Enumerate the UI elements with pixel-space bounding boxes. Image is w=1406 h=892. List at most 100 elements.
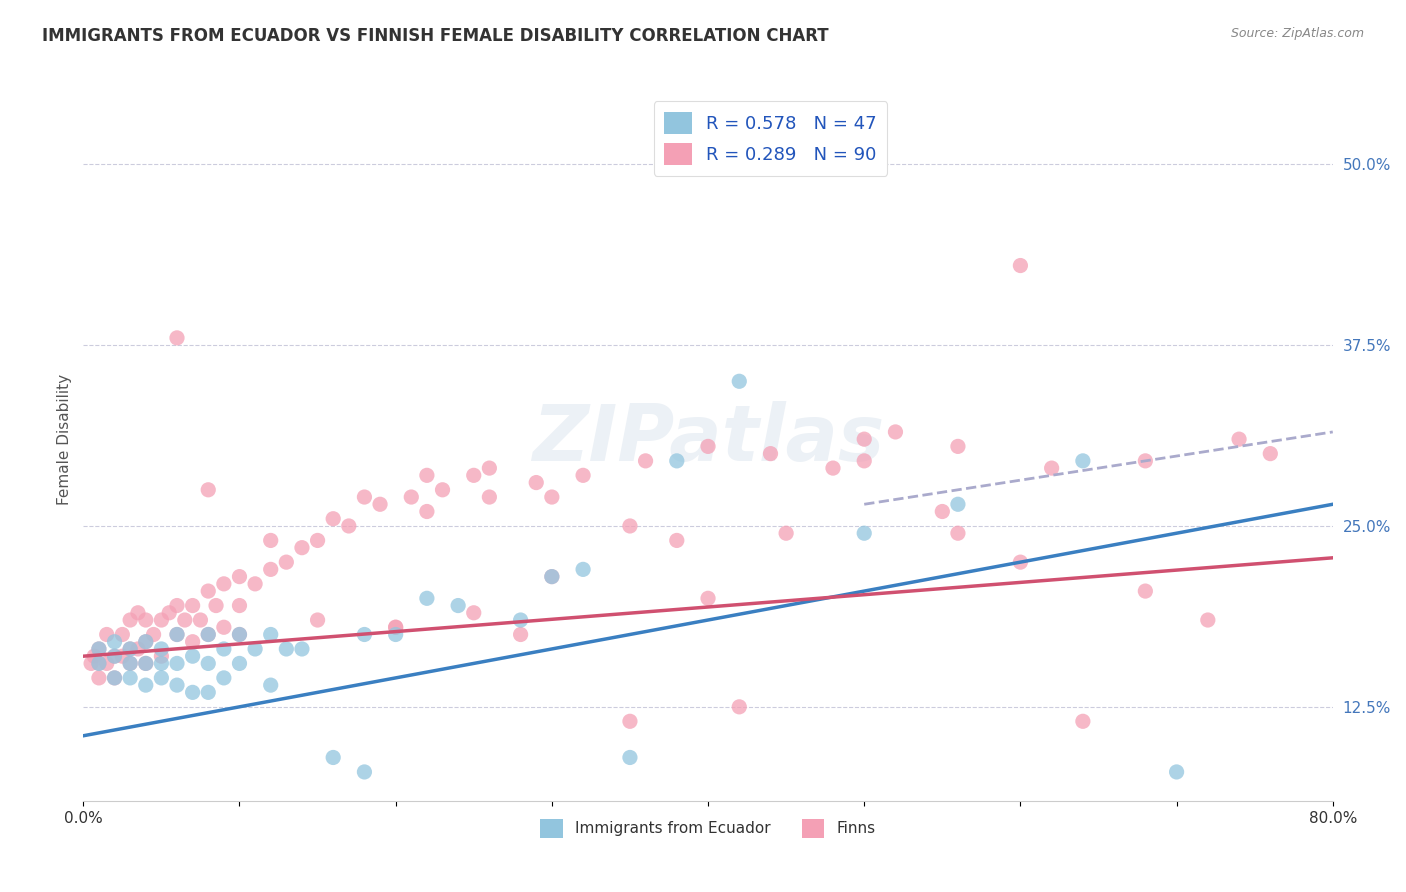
Point — [243, 577, 266, 591]
Point — [619, 714, 641, 729]
Point — [173, 613, 195, 627]
Point — [697, 591, 720, 606]
Point — [181, 685, 204, 699]
Point — [432, 483, 454, 497]
Point — [103, 671, 125, 685]
Point — [212, 642, 235, 657]
Point — [509, 627, 531, 641]
Point — [87, 657, 110, 671]
Point — [337, 519, 360, 533]
Point — [96, 657, 118, 671]
Point — [1135, 454, 1157, 468]
Point — [197, 657, 219, 671]
Point — [120, 671, 142, 685]
Point — [416, 591, 439, 606]
Point — [697, 439, 720, 453]
Point — [619, 750, 641, 764]
Point — [1197, 613, 1219, 627]
Point — [181, 649, 204, 664]
Text: Source: ZipAtlas.com: Source: ZipAtlas.com — [1230, 27, 1364, 40]
Point — [228, 627, 250, 641]
Point — [322, 512, 344, 526]
Point — [946, 439, 969, 453]
Point — [416, 468, 439, 483]
Point — [103, 649, 125, 664]
Point — [197, 627, 219, 641]
Point — [111, 649, 134, 664]
Point — [103, 671, 125, 685]
Point — [1010, 259, 1032, 273]
Point — [260, 562, 283, 576]
Point — [166, 627, 188, 641]
Point — [150, 649, 173, 664]
Point — [197, 483, 219, 497]
Point — [96, 627, 118, 641]
Point — [135, 634, 157, 648]
Point — [463, 468, 485, 483]
Point — [401, 490, 423, 504]
Point — [111, 627, 134, 641]
Point — [384, 627, 406, 641]
Point — [322, 750, 344, 764]
Point — [276, 555, 298, 569]
Point — [87, 657, 110, 671]
Point — [540, 569, 562, 583]
Point — [384, 620, 406, 634]
Point — [166, 657, 188, 671]
Point — [1040, 461, 1063, 475]
Point — [1135, 584, 1157, 599]
Point — [634, 454, 657, 468]
Point — [157, 606, 180, 620]
Point — [127, 606, 149, 620]
Point — [853, 526, 876, 541]
Point — [478, 461, 501, 475]
Point — [127, 642, 149, 657]
Point — [205, 599, 228, 613]
Point — [384, 620, 406, 634]
Point — [1010, 555, 1032, 569]
Point — [120, 642, 142, 657]
Point — [135, 657, 157, 671]
Point — [946, 526, 969, 541]
Point — [946, 497, 969, 511]
Point — [87, 642, 110, 657]
Point — [103, 634, 125, 648]
Point — [478, 490, 501, 504]
Point — [181, 599, 204, 613]
Point — [260, 533, 283, 548]
Point — [150, 671, 173, 685]
Point — [243, 642, 266, 657]
Point — [353, 490, 375, 504]
Point — [135, 634, 157, 648]
Point — [197, 584, 219, 599]
Y-axis label: Female Disability: Female Disability — [58, 374, 72, 505]
Point — [150, 657, 173, 671]
Point — [728, 699, 751, 714]
Point — [87, 642, 110, 657]
Text: ZIPatlas: ZIPatlas — [531, 401, 884, 477]
Point — [190, 613, 212, 627]
Point — [120, 657, 142, 671]
Point — [1071, 714, 1094, 729]
Point — [103, 649, 125, 664]
Point — [931, 504, 953, 518]
Point — [1166, 764, 1188, 779]
Point — [540, 569, 562, 583]
Point — [291, 541, 314, 555]
Point — [524, 475, 547, 490]
Point — [665, 533, 688, 548]
Point — [228, 599, 250, 613]
Point — [166, 331, 188, 345]
Point — [276, 642, 298, 657]
Point — [135, 613, 157, 627]
Point — [83, 649, 105, 664]
Point — [120, 613, 142, 627]
Point — [181, 634, 204, 648]
Point — [212, 620, 235, 634]
Point — [260, 627, 283, 641]
Point — [197, 685, 219, 699]
Point — [135, 678, 157, 692]
Point — [228, 627, 250, 641]
Point — [307, 613, 329, 627]
Point — [120, 642, 142, 657]
